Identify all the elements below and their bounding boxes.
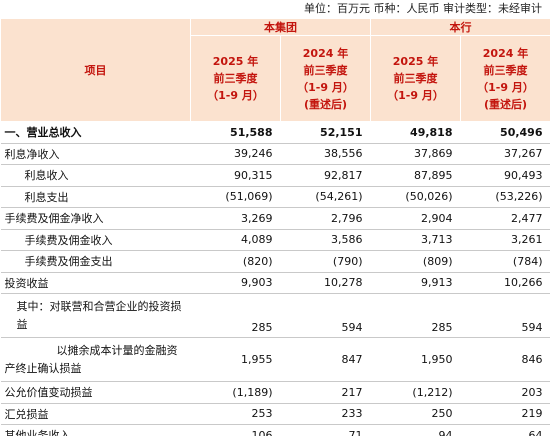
group-header-group: 本集团	[190, 18, 371, 36]
table-row-amortised-cost-derecognition: 以摊余成本计量的金融资产终止确认损益 1,955 847 1,950 846	[0, 337, 550, 382]
table-row-net-fee-income: 手续费及佣金净收入 3,269 2,796 2,904 2,477	[0, 207, 550, 230]
table-row-fee-income: 手续费及佣金收入 4,089 3,586 3,713 3,261	[0, 229, 550, 251]
table-row-associates-jv-income: 其中：对联营和合营企业的投资损益 285 594 285 594	[0, 293, 550, 338]
table-row-fx-gain: 汇兑损益 253 233 250 219	[0, 403, 550, 425]
column-header-group-2025: 2025 年 前三季度 （1-9 月）	[190, 35, 281, 122]
income-statement-table: 项目 本集团 本行 2025 年 前三季度 （1-9 月） 2024 年 前三季…	[0, 18, 550, 436]
table-row-fee-expense: 手续费及佣金支出 (820) (790) (809) (784)	[0, 250, 550, 273]
column-header-bank-2024: 2024 年 前三季度 （1-9 月） (重述后)	[460, 35, 550, 122]
group-header-bank: 本行	[370, 18, 550, 36]
column-header-group-2024: 2024 年 前三季度 （1-9 月） (重述后)	[280, 35, 371, 122]
table-row-investment-income: 投资收益 9,903 10,278 9,913 10,266	[0, 272, 550, 294]
column-header-bank-2025: 2025 年 前三季度 （1-9 月）	[370, 35, 461, 122]
table-row-interest-income: 利息收入 90,315 92,817 87,895 90,493	[0, 164, 550, 187]
item-column-header: 项目	[0, 18, 191, 122]
table-row-other-business-income: 其他业务收入 106 71 94 64	[0, 424, 550, 436]
table-row-total-revenue: 一、营业总收入 51,588 52,151 49,818 50,496	[0, 121, 550, 144]
table-row-fair-value-change: 公允价值变动损益 (1,189) 217 (1,212) 203	[0, 381, 550, 404]
table-row-interest-expense: 利息支出 (51,069) (54,261) (50,026) (53,226)	[0, 186, 550, 208]
unit-currency-audit-note: 单位：百万元 币种：人民币 审计类型：未经审计	[304, 2, 542, 15]
table-row-net-interest-income: 利息净收入 39,246 38,556 37,869 37,267	[0, 143, 550, 165]
